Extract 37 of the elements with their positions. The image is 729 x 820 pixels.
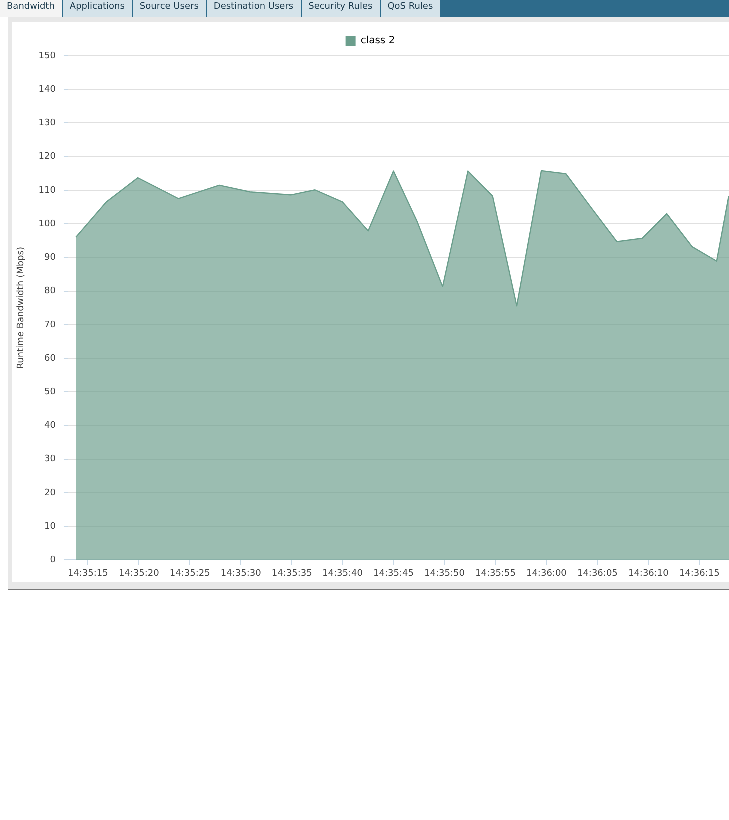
text: Security Rules (302, 0, 381, 17)
x-tick-label: 14:35:50 (424, 568, 466, 579)
x-tick-label: 14:35:35 (272, 568, 312, 579)
text: Bandwidth (0, 0, 63, 17)
y-tick-label: 120 (38, 152, 56, 162)
legend-label: class 2 (360, 36, 396, 47)
x-tick-label: 14:35:40 (322, 568, 364, 579)
x-tick-label: 14:35:30 (220, 568, 262, 579)
y-tick-label: 110 (38, 186, 56, 196)
y-tick-label: 30 (44, 454, 56, 465)
x-tick-label: 14:36:05 (577, 568, 618, 579)
y-tick-label: 130 (38, 118, 56, 129)
text: Applications (62, 0, 133, 17)
y-tick-label: 140 (38, 84, 56, 95)
y-tick-label: 50 (44, 387, 56, 398)
text: Destination Users (206, 0, 302, 17)
x-tick-label: 14:35:55 (475, 568, 516, 579)
x-tick-label: 14:35:25 (170, 568, 210, 579)
y-tick-label: 10 (44, 522, 56, 532)
y-tick-label: 90 (44, 253, 56, 264)
y-tick-label: 60 (44, 354, 56, 364)
y-tick-label: 40 (44, 421, 56, 432)
text: QoS Rules (380, 0, 442, 17)
y-tick-label: 0 (50, 556, 56, 566)
x-tick-label: 14:35:20 (118, 568, 160, 579)
y-tick-label: 80 (44, 286, 56, 297)
x-tick-label: 14:36:10 (628, 568, 670, 579)
source-note: Source Users (132, 0, 207, 17)
y-tick-label: 70 (44, 320, 56, 330)
x-tick-label: 14:36:00 (526, 568, 568, 579)
y-tick-label: 150 (38, 51, 56, 62)
x-tick-label: 14:35:15 (68, 568, 108, 579)
y-axis-title: Runtime Bandwidth (Mbps) (16, 247, 27, 370)
y-tick-label: 100 (38, 219, 56, 230)
x-tick-label: 14:36:15 (679, 568, 720, 579)
y-tick-label: 20 (44, 488, 56, 498)
x-tick-label: 14:35:45 (374, 568, 414, 579)
